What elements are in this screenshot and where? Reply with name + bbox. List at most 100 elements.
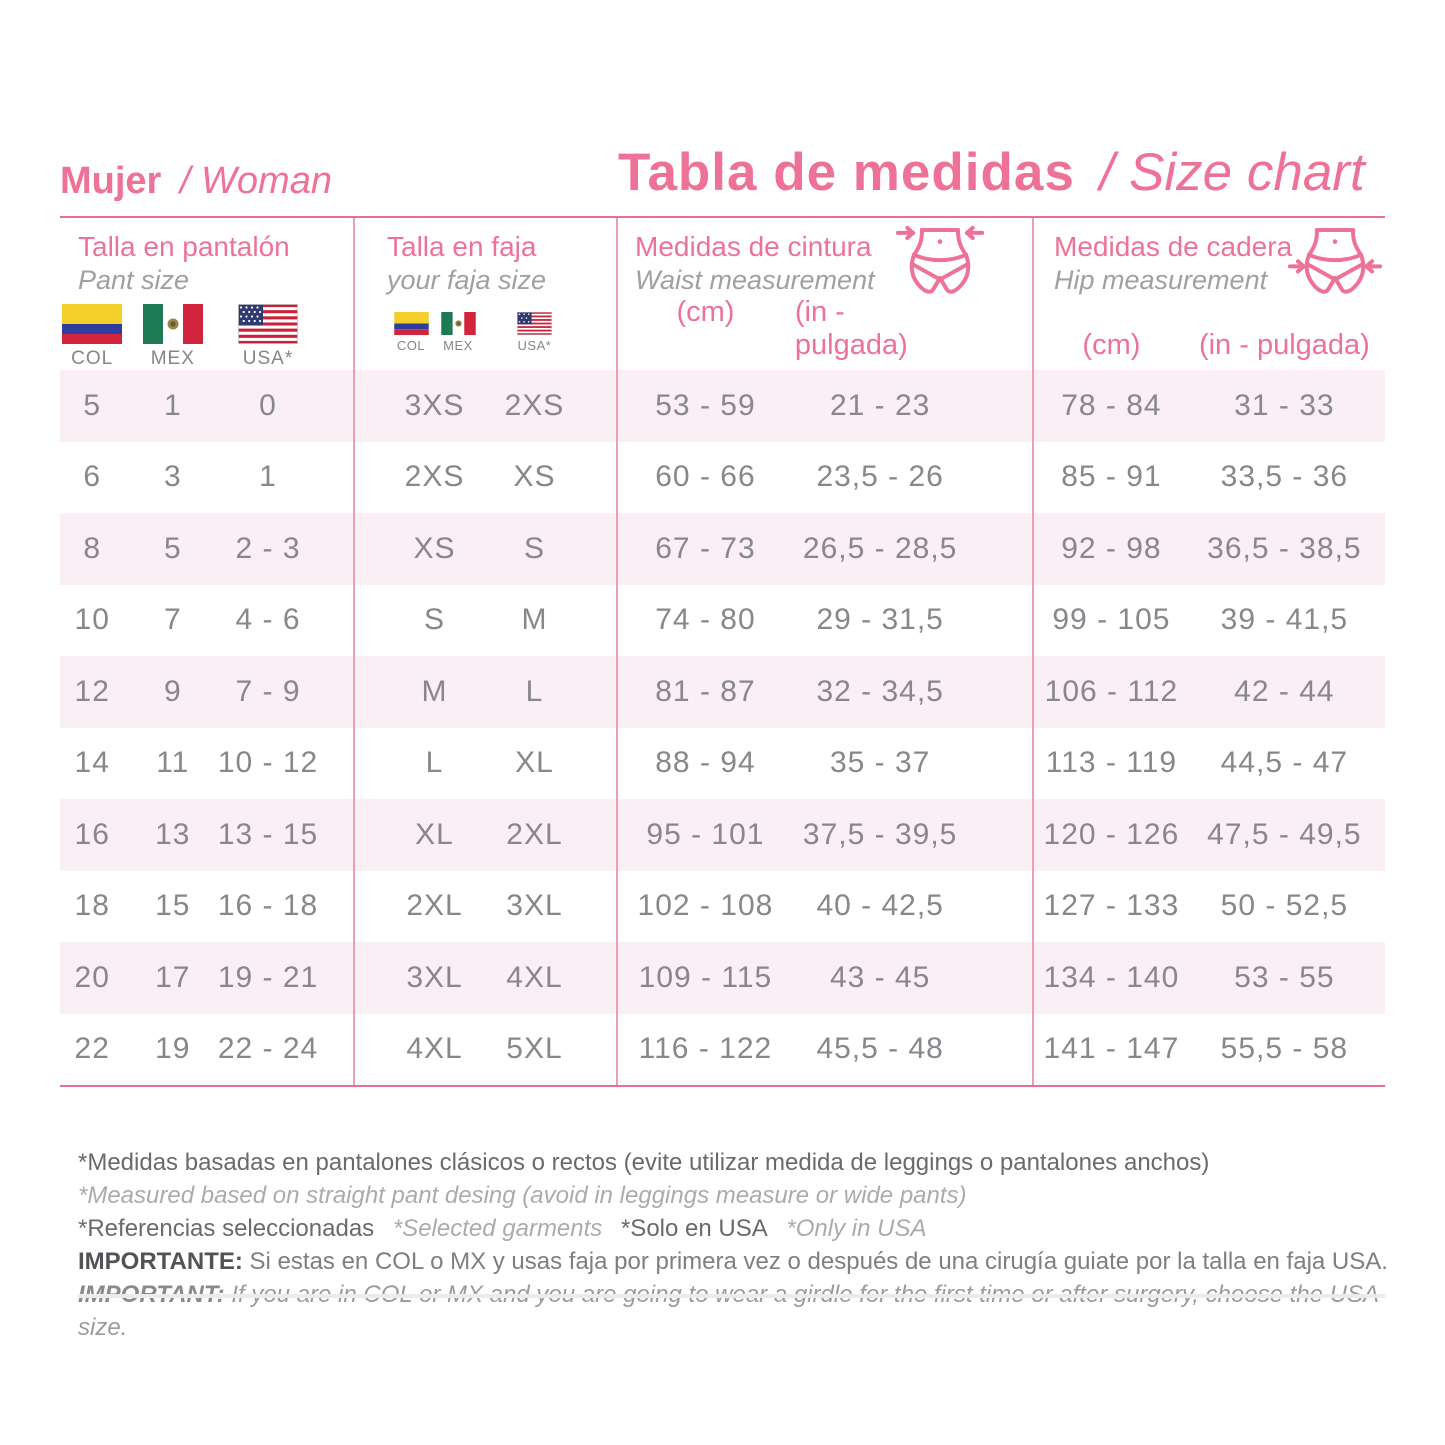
note-important-es: IMPORTANTE: Si estas en COL o MX y usas …: [78, 1245, 1398, 1278]
usa-flag-icon: [237, 303, 299, 344]
cell-value: 7: [163, 603, 182, 637]
cell-value: 99 - 105: [1052, 603, 1171, 637]
cell-value: 113 - 119: [1045, 746, 1178, 780]
table-row: 8 5 2 - 3 XS S 67 - 73 26,5 - 28,5 92 - 98 36,5 …: [60, 513, 1385, 585]
cell-value: 3XS: [404, 388, 465, 422]
waist-title-en: Waist measurement: [635, 264, 875, 295]
cell-pant: 12 9 7 - 9: [60, 675, 353, 709]
pant-flag-usa: USA*: [237, 303, 299, 370]
hip-measure-icon: [1287, 224, 1383, 300]
cell-pant: 10 7 4 - 6: [60, 603, 353, 637]
waist-unit-in: (in - pulgada): [794, 296, 908, 361]
waist-measure-icon: [892, 224, 988, 300]
hip-title-es: Medidas de cadera: [1054, 231, 1293, 262]
cell-value: 10 - 12: [217, 746, 319, 780]
cell-value: 1: [163, 388, 182, 422]
cell-hip: 85 - 91 33,5 - 36: [1032, 460, 1385, 494]
flag-label: COL: [396, 337, 426, 353]
cell-pant: 16 13 13 - 15: [60, 818, 353, 852]
table-row: 14 11 10 - 12 L XL 88 - 94 35 - 37 113 - 119 44,…: [60, 728, 1385, 800]
cell-value: S: [424, 603, 446, 637]
cell-value: 109 - 115: [638, 960, 773, 994]
flag-label: USA*: [242, 347, 294, 369]
faja-flag-group-colmex: COL MEX: [393, 311, 476, 353]
table-row: 12 9 7 - 9 M L 81 - 87 32 - 34,5 106 - 112 42 - …: [60, 656, 1385, 728]
cell-value: 40 - 42,5: [816, 889, 944, 923]
waist-title-es: Medidas de cintura: [635, 231, 872, 262]
flag-label: USA*: [517, 337, 552, 353]
cell-value: 3: [163, 460, 182, 494]
cell-value: 13: [155, 817, 191, 851]
cell-value: 45,5 - 48: [816, 1032, 944, 1066]
column-header-waist: Medidas de cintura Waist measurement: [616, 218, 1032, 370]
cell-waist: 53 - 59 21 - 23: [616, 389, 1032, 423]
cell-waist: 88 - 94 35 - 37: [616, 746, 1032, 780]
cell-waist: 95 - 101 37,5 - 39,5: [616, 818, 1032, 852]
cell-value: 92 - 98: [1061, 531, 1162, 565]
cell-value: 67 - 73: [655, 531, 756, 565]
cell-value: 10: [74, 603, 110, 637]
cell-value: 13 - 15: [217, 817, 319, 851]
cell-value: 6: [83, 460, 102, 494]
column-header-hip: Medidas de cadera Hip measurement: [1032, 218, 1385, 370]
hip-unit-in: (in - pulgada): [1198, 329, 1370, 361]
cell-waist: 109 - 115 43 - 45: [616, 961, 1032, 995]
cell-value: 2 - 3: [235, 531, 301, 565]
cell-value: 120 - 126: [1043, 817, 1180, 851]
column-divider: [1032, 218, 1034, 1085]
section-title-es: Mujer: [60, 160, 162, 202]
cell-hip: 141 - 147 55,5 - 58: [1032, 1032, 1385, 1066]
cell-value: 37,5 - 39,5: [802, 817, 958, 851]
cell-value: 50 - 52,5: [1220, 889, 1349, 923]
cell-pant: 6 3 1: [60, 460, 353, 494]
pant-title-en: Pant size: [78, 264, 190, 295]
cell-value: 15: [155, 889, 191, 923]
cell-waist: 81 - 87 32 - 34,5: [616, 675, 1032, 709]
usa-flag-icon: [517, 311, 552, 335]
cell-value: M: [421, 674, 448, 708]
cell-pant: 20 17 19 - 21: [60, 961, 353, 995]
cell-value: 55,5 - 58: [1220, 1032, 1349, 1066]
flag-label: COL: [71, 347, 114, 369]
table-row: 10 7 4 - 6 S M 74 - 80 29 - 31,5 99 - 105 39 - 4…: [60, 585, 1385, 657]
cell-hip: 92 - 98 36,5 - 38,5: [1032, 532, 1385, 566]
cell-value: 47,5 - 49,5: [1207, 817, 1362, 851]
table-top-rule: [60, 216, 1385, 218]
cell-value: 102 - 108: [637, 889, 774, 923]
cell-value: 127 - 133: [1043, 889, 1180, 923]
cell-value: 17: [155, 960, 191, 994]
cell-waist: 67 - 73 26,5 - 28,5: [616, 532, 1032, 566]
cell-value: L: [425, 746, 444, 780]
cell-value: 4XL: [506, 960, 563, 994]
colombia-flag-icon: [61, 303, 123, 344]
note-measures-en: *Measured based on straight pant desing …: [78, 1182, 967, 1209]
table-row: 5 1 0 3XS 2XS 53 - 59 21 - 23 78 - 84 31 - 33: [60, 370, 1385, 442]
cell-value: 39 - 41,5: [1220, 603, 1349, 637]
cell-value: 2XS: [404, 460, 465, 494]
cell-waist: 102 - 108 40 - 42,5: [616, 889, 1032, 923]
flag-label: MEX: [150, 347, 195, 369]
cell-value: 88 - 94: [655, 746, 756, 780]
footnotes: *Medidas basadas en pantalones clásicos …: [78, 1146, 1398, 1344]
hip-unit-cm: (cm): [1082, 329, 1141, 361]
cell-value: 53 - 59: [655, 388, 756, 422]
note-usa-only-en: *Only in USA: [786, 1215, 927, 1242]
cell-faja: XS S: [353, 532, 616, 566]
table-row: 16 13 13 - 15 XL 2XL 95 - 101 37,5 - 39,5 120 -…: [60, 799, 1385, 871]
cell-value: 95 - 101: [646, 817, 765, 851]
cell-value: 106 - 112: [1044, 674, 1179, 708]
cell-value: 8: [83, 531, 102, 565]
note-measures-es: *Medidas basadas en pantalones clásicos …: [78, 1149, 1210, 1176]
colombia-flag-icon: [393, 311, 429, 335]
note-references: *Referencias seleccionadas *Selected gar…: [78, 1212, 1398, 1245]
cell-waist: 116 - 122 45,5 - 48: [616, 1032, 1032, 1066]
table-header: Talla en pantalón Pant size COL MEX: [60, 218, 1385, 370]
cell-value: 2XL: [406, 889, 463, 923]
cell-faja: 2XS XS: [353, 460, 616, 494]
cell-value: 11: [156, 746, 190, 780]
cell-value: 44,5 - 47: [1220, 746, 1349, 780]
cell-value: 22: [74, 1032, 110, 1066]
important-text-en: If you are in COL or MX and you are goin…: [78, 1281, 1378, 1341]
cell-value: 3XL: [406, 960, 463, 994]
cell-hip: 127 - 133 50 - 52,5: [1032, 889, 1385, 923]
